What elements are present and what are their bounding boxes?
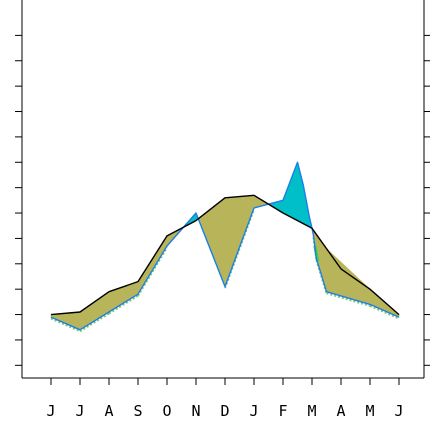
fill-regions: [50, 162, 400, 333]
fill-region-black-above: [79, 291, 110, 331]
x-tick-label: N: [191, 402, 200, 420]
series-black-line: [50, 194, 400, 316]
fill-edge: [326, 292, 371, 307]
x-tick-label: J: [75, 402, 84, 420]
fill-edge: [50, 317, 81, 333]
x-tick-label: M: [365, 402, 374, 420]
x-tick-label: A: [104, 402, 113, 420]
x-tick-label: S: [133, 402, 142, 420]
x-tick-label: D: [220, 402, 229, 420]
x-tick-label: J: [249, 402, 258, 420]
fill-region-blue-above: [282, 162, 298, 222]
series-lines: [50, 161, 400, 331]
x-tick-label: M: [307, 402, 316, 420]
x-tick-label: J: [46, 402, 55, 420]
x-tick-label: J: [394, 402, 403, 420]
fill-region-black-above: [137, 234, 168, 296]
fill-region-black-above: [197, 197, 226, 287]
fill-edge: [137, 247, 168, 297]
x-tick-label: O: [162, 402, 171, 420]
series-blue-line: [50, 161, 400, 331]
fill-edge: [369, 304, 400, 320]
x-tick-label: A: [336, 402, 345, 420]
fill-edge: [79, 312, 110, 333]
fill-edge: [108, 294, 139, 315]
x-tick-label: F: [278, 402, 287, 420]
